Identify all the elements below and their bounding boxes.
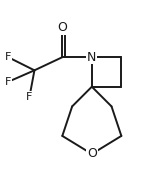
Text: N: N [87,51,97,64]
Text: F: F [5,77,11,87]
Text: O: O [87,147,97,160]
Text: F: F [5,52,11,62]
Text: F: F [26,92,33,102]
Text: O: O [57,21,67,34]
